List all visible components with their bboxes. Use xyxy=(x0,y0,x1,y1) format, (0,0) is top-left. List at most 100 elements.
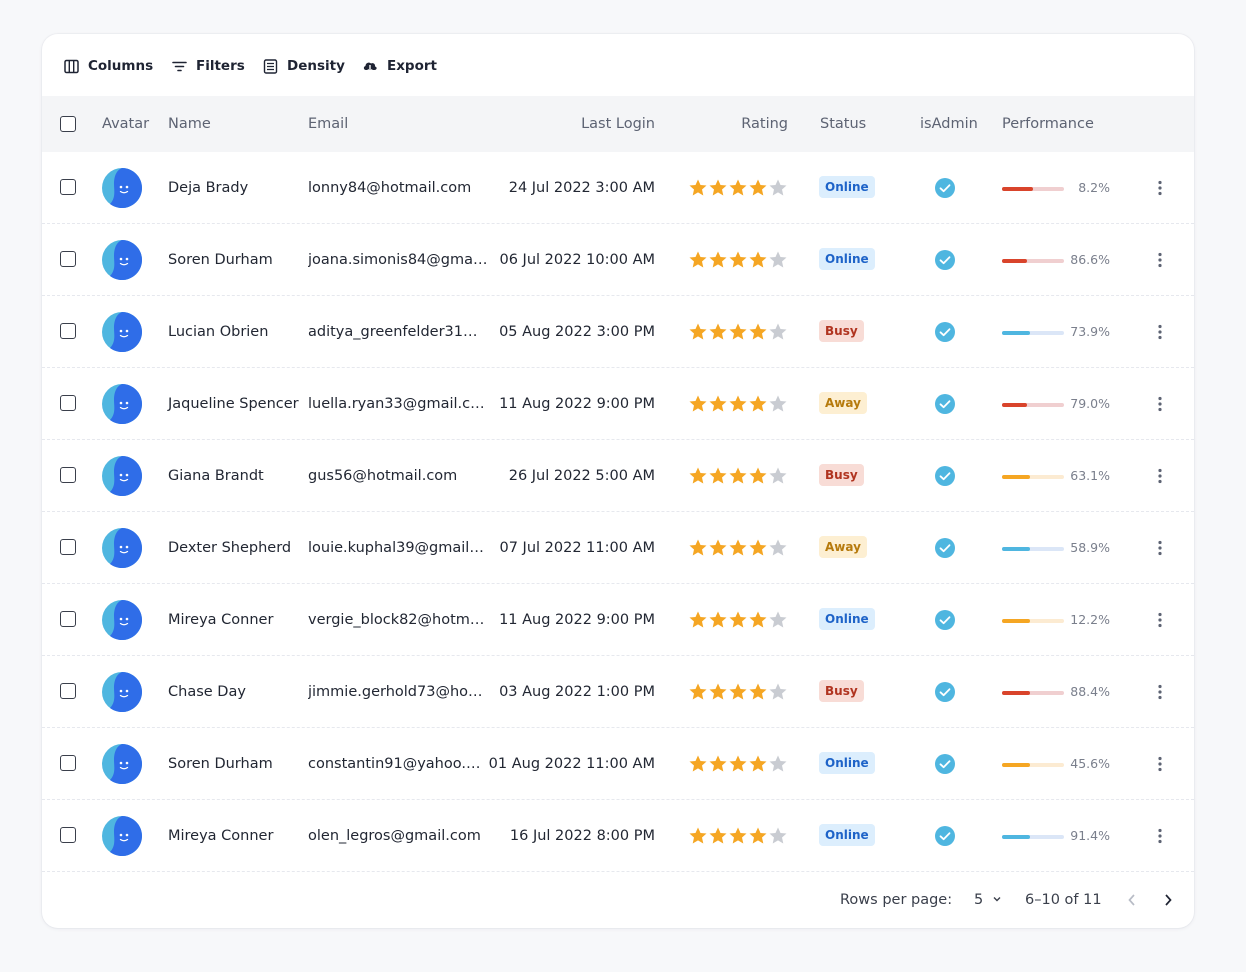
star-icon[interactable] xyxy=(748,682,768,702)
star-icon[interactable] xyxy=(708,754,728,774)
star-icon[interactable] xyxy=(748,394,768,414)
row-checkbox[interactable] xyxy=(60,683,76,699)
more-vertical-icon[interactable] xyxy=(1150,466,1170,486)
star-icon[interactable] xyxy=(688,826,708,846)
star-icon[interactable] xyxy=(748,250,768,270)
star-icon[interactable] xyxy=(728,682,748,702)
star-icon[interactable] xyxy=(688,754,708,774)
table-row[interactable]: Lucian Obrien aditya_greenfelder31@gmail.… xyxy=(42,296,1194,368)
column-header-status[interactable]: Status xyxy=(820,116,867,132)
column-header-name[interactable]: Name xyxy=(168,116,211,132)
star-icon[interactable] xyxy=(688,394,708,414)
star-icon[interactable] xyxy=(768,322,788,342)
star-icon[interactable] xyxy=(708,322,728,342)
row-checkbox[interactable] xyxy=(60,251,76,267)
row-checkbox[interactable] xyxy=(60,827,76,843)
star-icon[interactable] xyxy=(768,394,788,414)
row-checkbox[interactable] xyxy=(60,539,76,555)
star-icon[interactable] xyxy=(688,178,708,198)
star-icon[interactable] xyxy=(728,466,748,486)
rating-stars[interactable] xyxy=(688,250,788,270)
table-row[interactable]: Dexter Shepherd louie.kuphal39@gmail.com 0… xyxy=(42,512,1194,584)
more-vertical-icon[interactable] xyxy=(1150,250,1170,270)
star-icon[interactable] xyxy=(728,178,748,198)
row-checkbox[interactable] xyxy=(60,323,76,339)
table-row[interactable]: Mireya Conner vergie_block82@hotmail.com 1… xyxy=(42,584,1194,656)
star-icon[interactable] xyxy=(708,466,728,486)
star-icon[interactable] xyxy=(728,538,748,558)
star-icon[interactable] xyxy=(768,682,788,702)
star-icon[interactable] xyxy=(748,178,768,198)
table-row[interactable]: Soren Durham constantin91@yahoo.com 01 Aug… xyxy=(42,728,1194,800)
rating-stars[interactable] xyxy=(688,538,788,558)
rating-stars[interactable] xyxy=(688,682,788,702)
more-vertical-icon[interactable] xyxy=(1150,754,1170,774)
star-icon[interactable] xyxy=(708,178,728,198)
next-page-button[interactable] xyxy=(1158,890,1178,910)
rating-stars[interactable] xyxy=(688,394,788,414)
star-icon[interactable] xyxy=(748,466,768,486)
star-icon[interactable] xyxy=(688,610,708,630)
star-icon[interactable] xyxy=(728,394,748,414)
more-vertical-icon[interactable] xyxy=(1150,538,1170,558)
more-vertical-icon[interactable] xyxy=(1150,610,1170,630)
column-header-avatar[interactable]: Avatar xyxy=(102,116,150,132)
more-vertical-icon[interactable] xyxy=(1150,682,1170,702)
more-vertical-icon[interactable] xyxy=(1150,394,1170,414)
rating-stars[interactable] xyxy=(688,178,788,198)
star-icon[interactable] xyxy=(748,610,768,630)
star-icon[interactable] xyxy=(688,538,708,558)
star-icon[interactable] xyxy=(768,466,788,486)
row-checkbox[interactable] xyxy=(60,611,76,627)
table-row[interactable]: Giana Brandt gus56@hotmail.com 26 Jul 2022… xyxy=(42,440,1194,512)
star-icon[interactable] xyxy=(708,250,728,270)
table-row[interactable]: Soren Durham joana.simonis84@gmail.com 06 … xyxy=(42,224,1194,296)
row-checkbox[interactable] xyxy=(60,467,76,483)
column-header-is-admin[interactable]: isAdmin xyxy=(920,116,978,132)
star-icon[interactable] xyxy=(748,754,768,774)
density-button[interactable]: Density xyxy=(263,55,345,77)
more-vertical-icon[interactable] xyxy=(1150,178,1170,198)
star-icon[interactable] xyxy=(748,826,768,846)
rows-per-page-select[interactable]: 5 xyxy=(974,872,1002,928)
star-icon[interactable] xyxy=(728,250,748,270)
star-icon[interactable] xyxy=(688,682,708,702)
column-header-performance[interactable]: Performance xyxy=(1002,116,1094,132)
star-icon[interactable] xyxy=(768,538,788,558)
star-icon[interactable] xyxy=(728,610,748,630)
star-icon[interactable] xyxy=(688,322,708,342)
star-icon[interactable] xyxy=(708,394,728,414)
more-vertical-icon[interactable] xyxy=(1150,322,1170,342)
row-checkbox[interactable] xyxy=(60,395,76,411)
select-all-checkbox[interactable] xyxy=(60,116,76,132)
columns-button[interactable]: Columns xyxy=(64,55,153,77)
previous-page-button[interactable] xyxy=(1122,890,1142,910)
star-icon[interactable] xyxy=(748,538,768,558)
rating-stars[interactable] xyxy=(688,610,788,630)
star-icon[interactable] xyxy=(708,538,728,558)
table-row[interactable]: Chase Day jimmie.gerhold73@hotmail.com 03 … xyxy=(42,656,1194,728)
star-icon[interactable] xyxy=(768,610,788,630)
rating-stars[interactable] xyxy=(688,322,788,342)
rating-stars[interactable] xyxy=(688,754,788,774)
rating-stars[interactable] xyxy=(688,466,788,486)
row-checkbox[interactable] xyxy=(60,179,76,195)
rating-stars[interactable] xyxy=(688,826,788,846)
star-icon[interactable] xyxy=(728,322,748,342)
column-header-rating[interactable]: Rating xyxy=(741,116,788,132)
star-icon[interactable] xyxy=(688,466,708,486)
star-icon[interactable] xyxy=(708,610,728,630)
column-header-email[interactable]: Email xyxy=(308,116,349,132)
table-row[interactable]: Mireya Conner olen_legros@gmail.com 16 Jul… xyxy=(42,800,1194,872)
column-header-last-login[interactable]: Last Login xyxy=(581,116,655,132)
star-icon[interactable] xyxy=(728,826,748,846)
table-row[interactable]: Jaqueline Spencer luella.ryan33@gmail.com… xyxy=(42,368,1194,440)
star-icon[interactable] xyxy=(768,178,788,198)
star-icon[interactable] xyxy=(708,826,728,846)
export-button[interactable]: Export xyxy=(362,55,437,77)
star-icon[interactable] xyxy=(768,250,788,270)
filters-button[interactable]: Filters xyxy=(172,55,245,77)
more-vertical-icon[interactable] xyxy=(1150,826,1170,846)
star-icon[interactable] xyxy=(688,250,708,270)
table-row[interactable]: Deja Brady lonny84@hotmail.com 24 Jul 2022… xyxy=(42,152,1194,224)
